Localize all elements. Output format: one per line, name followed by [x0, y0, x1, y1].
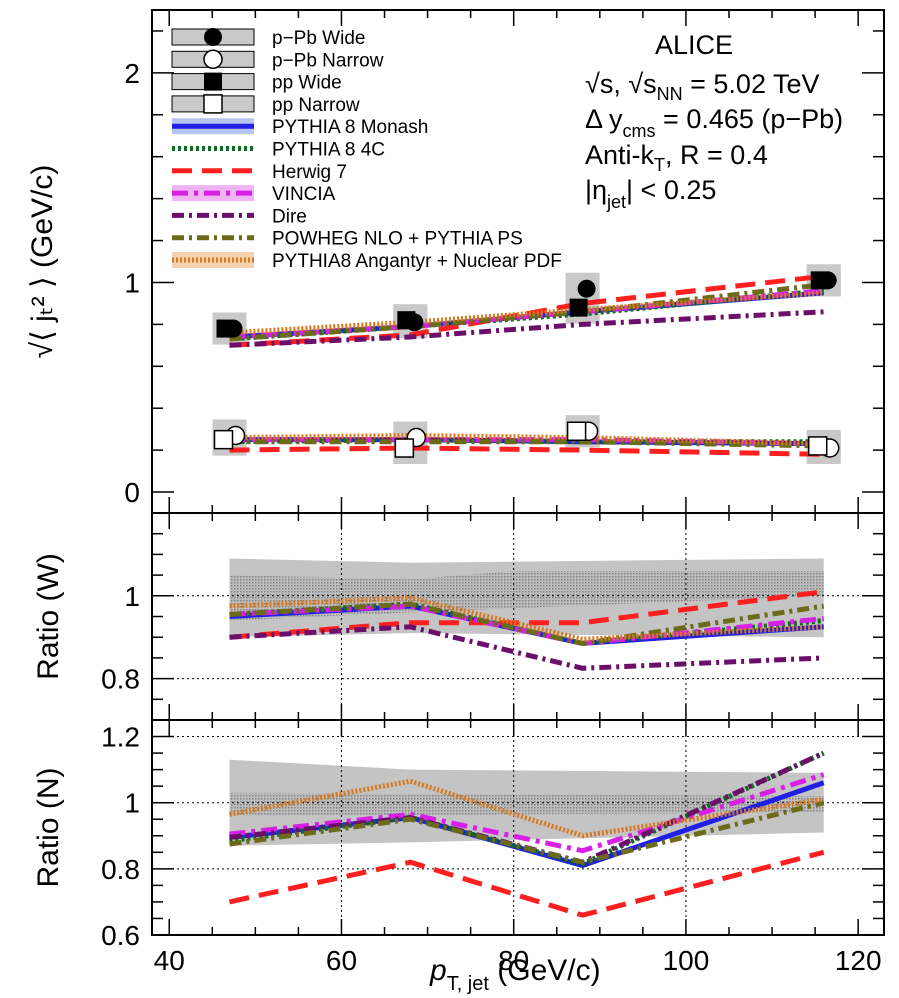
- legend-entry: p−Pb Narrow: [171, 49, 384, 71]
- data-point-pp-wide: [397, 311, 416, 330]
- legend-label: POWHEG NLO + PYTHIA PS: [272, 229, 523, 250]
- model-line-powheg-nlo-pythia-ps: [229, 282, 824, 342]
- legend-entry: Herwig 7: [172, 162, 347, 183]
- legend-label: pp Narrow: [272, 95, 360, 116]
- model-line-pythia-8-4c: [229, 288, 824, 342]
- legend-entry: PYTHIA8 Angantyr + Nuclear PDF: [172, 251, 562, 272]
- legend-marker: [203, 49, 223, 70]
- model-line-pythia8-angantyr-nuclear-pdf: [229, 432, 824, 447]
- x-axis: 40 60 80 100 120 pT, jet (GeV/c): [154, 945, 882, 995]
- y-tick-label: 1: [124, 581, 140, 612]
- y-tick-label: 0.8: [101, 664, 140, 695]
- legend-label: pp Wide: [272, 73, 342, 94]
- legend-label: PYTHIA8 Angantyr + Nuclear PDF: [272, 251, 562, 272]
- model-line-powheg-nlo-pythia-ps: [229, 601, 825, 646]
- x-axis-label: pT, jet (GeV/c): [429, 954, 601, 995]
- panel-frame: [151, 9, 885, 514]
- legend-entry: PYTHIA 8 4C: [172, 140, 385, 161]
- model-line-pythia-8-4c: [229, 601, 824, 646]
- y-tick-label: 1.2: [101, 722, 140, 753]
- legend-entry: pp Wide: [171, 72, 342, 94]
- legend-label: Dire: [272, 206, 307, 227]
- y-axis-label: √⟨ jₜ² ⟩ (GeV/c): [26, 165, 59, 359]
- legend-entry: Dire: [172, 206, 307, 227]
- data-point-pp-wide: [810, 271, 829, 290]
- panel-ratio-n: 0.6 0.8 1 1.2 Ratio (N): [32, 719, 885, 951]
- model-line-herwig-7: [229, 445, 824, 457]
- y-tick-label: 1: [124, 267, 140, 298]
- panel-ratio-w: 0.8 1 Ratio (W): [32, 512, 885, 721]
- model-line-pythia8-angantyr-nuclear-pdf: [229, 595, 824, 642]
- model-line-dire: [229, 309, 824, 348]
- model-line-powheg-nlo-pythia-ps: [229, 800, 825, 865]
- legend-entry: POWHEG NLO + PYTHIA PS: [172, 229, 523, 250]
- algorithm-label: Anti-kT, R = 0.4: [585, 140, 768, 175]
- model-line-dire: [229, 750, 825, 865]
- stat-band: [229, 792, 824, 816]
- legend-label: Herwig 7: [272, 162, 347, 183]
- panel-frame: [151, 719, 885, 936]
- legend-marker: [204, 72, 222, 91]
- model-line-vincia: [229, 772, 825, 854]
- y-tick-label: 2: [124, 58, 140, 89]
- x-tick-label: 40: [154, 945, 185, 976]
- model-line-powheg-nlo-pythia-ps: [229, 439, 824, 449]
- legend-entry: VINCIA: [172, 184, 336, 205]
- model-line-dire: [229, 624, 824, 671]
- x-tick-label: 100: [663, 945, 710, 976]
- rapidity-label: Δ ycms = 0.465 (p−Pb): [585, 104, 843, 141]
- data-point-pp-narrow: [394, 438, 415, 458]
- legend-marker: [204, 28, 222, 46]
- model-line-herwig-7: [229, 273, 824, 348]
- data-point-pp-narrow: [807, 436, 828, 456]
- x-tick-label: 80: [498, 945, 529, 976]
- legend-label: VINCIA: [272, 184, 336, 205]
- energy-label: √s, √sNN = 5.02 TeV: [585, 69, 820, 104]
- y-axis-label: Ratio (N): [32, 767, 65, 887]
- data-point-pp-narrow: [566, 421, 587, 442]
- legend-label: p−Pb Narrow: [272, 50, 384, 71]
- legend-label: p−Pb Wide: [272, 28, 365, 49]
- y-tick-label: 0: [124, 477, 140, 508]
- model-line-pythia-8-4c: [229, 750, 825, 867]
- data-point-ppb-wide: [577, 279, 596, 298]
- data-point-pp-wide: [569, 298, 588, 317]
- data-point-pp-wide: [216, 319, 235, 338]
- legend-marker: [203, 94, 223, 114]
- x-tick-label: 120: [835, 945, 882, 976]
- y-tick-label: 0.6: [101, 920, 140, 951]
- legend-label: PYTHIA 8 4C: [272, 140, 385, 161]
- y-tick-label: 1: [124, 788, 140, 819]
- model-line-herwig-7: [229, 589, 825, 640]
- legend-entry: p−Pb Wide: [171, 28, 365, 49]
- y-tick-label: 0.8: [101, 854, 140, 885]
- legend-entry: PYTHIA 8 Monash: [172, 117, 428, 138]
- x-tick-label: 60: [326, 945, 357, 976]
- model-line-pythia-8-4c: [229, 437, 824, 445]
- eta-label: |ηjet| < 0.25: [585, 175, 716, 212]
- model-line-herwig-7: [228, 849, 825, 918]
- data-point-pp-narrow: [213, 429, 234, 450]
- legend-label: PYTHIA 8 Monash: [272, 117, 428, 138]
- experiment-label: ALICE: [655, 30, 733, 60]
- y-axis-label: Ratio (W): [32, 553, 65, 680]
- legend-entry: pp Narrow: [171, 94, 360, 116]
